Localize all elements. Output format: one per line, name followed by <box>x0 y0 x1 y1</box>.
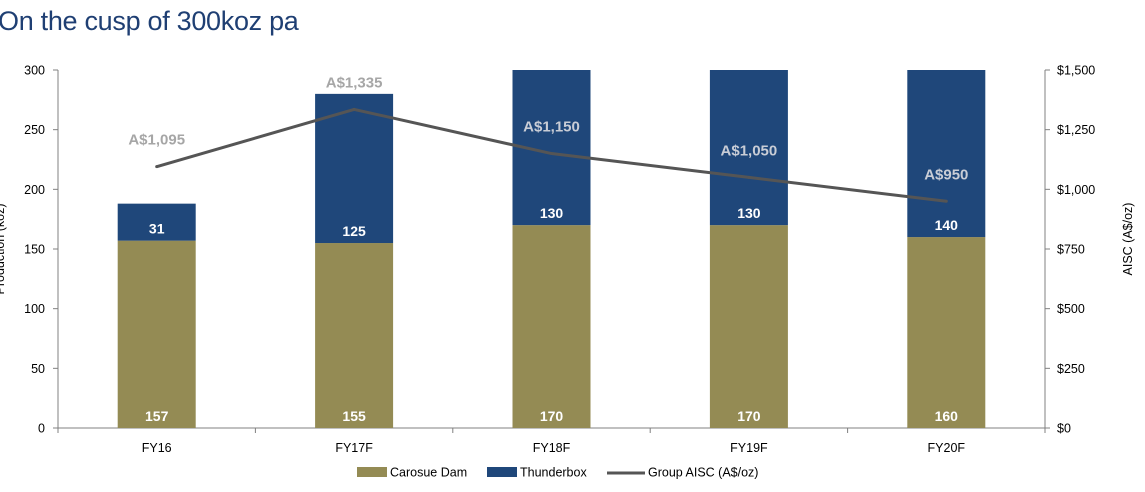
legend-label-thunderbox: Thunderbox <box>520 466 587 480</box>
bar-label-thunderbox: 140 <box>935 217 959 233</box>
bar-label-carosue-dam: 170 <box>540 408 564 424</box>
y-tick-label: 150 <box>24 243 45 257</box>
y-tick-label: 100 <box>24 302 45 316</box>
x-tick-label: FY18F <box>533 441 571 455</box>
legend-label-aisc: Group AISC (A$/oz) <box>648 466 758 480</box>
bar-carosue-dam <box>512 225 591 428</box>
bar-carosue-dam <box>907 237 986 428</box>
aisc-point <box>352 107 356 111</box>
y-axis-title: Production (koz) <box>0 203 7 294</box>
y2-tick-label: $0 <box>1057 422 1071 436</box>
aisc-label: A$950 <box>924 166 968 183</box>
legend-swatch-thunderbox <box>487 467 517 477</box>
y2-tick-label: $1,250 <box>1057 123 1095 137</box>
aisc-point <box>155 165 159 169</box>
bar-carosue-dam <box>315 243 394 428</box>
aisc-label: A$1,335 <box>326 74 383 91</box>
bar-label-thunderbox: 130 <box>737 205 761 221</box>
bar-label-carosue-dam: 157 <box>145 408 169 424</box>
y2-tick-label: $1,000 <box>1057 183 1095 197</box>
bar-thunderbox <box>315 93 394 244</box>
chart-title: On the cusp of 300koz pa <box>0 6 299 36</box>
bar-label-carosue-dam: 155 <box>342 408 366 424</box>
x-tick-label: FY17F <box>335 441 373 455</box>
aisc-point <box>944 199 948 203</box>
aisc-label: A$1,095 <box>128 132 185 149</box>
bar-label-thunderbox: 130 <box>540 205 564 221</box>
bar-label-carosue-dam: 170 <box>737 408 761 424</box>
y-tick-label: 300 <box>24 64 45 78</box>
y2-tick-label: $750 <box>1057 243 1085 257</box>
y2-tick-label: $500 <box>1057 302 1085 316</box>
bar-label-thunderbox: 125 <box>342 223 366 239</box>
x-tick-label: FY19F <box>730 441 768 455</box>
x-tick-label: FY16 <box>142 441 172 455</box>
x-tick-label: FY20F <box>928 441 966 455</box>
aisc-point <box>747 175 751 179</box>
bar-label-thunderbox: 31 <box>149 221 165 237</box>
y-tick-label: 250 <box>24 123 45 137</box>
bar-carosue-dam <box>709 225 788 428</box>
bar-label-carosue-dam: 160 <box>935 408 959 424</box>
y-tick-label: 200 <box>24 183 45 197</box>
aisc-label: A$1,150 <box>523 119 580 136</box>
y2-axis-title: AISC (A$/oz) <box>1121 203 1135 276</box>
y2-tick-label: $1,500 <box>1057 64 1095 78</box>
legend-label-carosue-dam: Carosue Dam <box>390 466 467 480</box>
bar-carosue-dam <box>117 240 196 428</box>
legend-swatch-carosue-dam <box>357 467 387 477</box>
y2-tick-label: $250 <box>1057 362 1085 376</box>
bar-thunderbox <box>117 203 196 241</box>
aisc-point <box>550 152 553 156</box>
y-tick-label: 0 <box>38 422 45 436</box>
y-tick-label: 50 <box>31 362 45 376</box>
bar-thunderbox <box>907 70 986 238</box>
bar-thunderbox <box>709 70 788 226</box>
aisc-label: A$1,050 <box>721 142 778 159</box>
